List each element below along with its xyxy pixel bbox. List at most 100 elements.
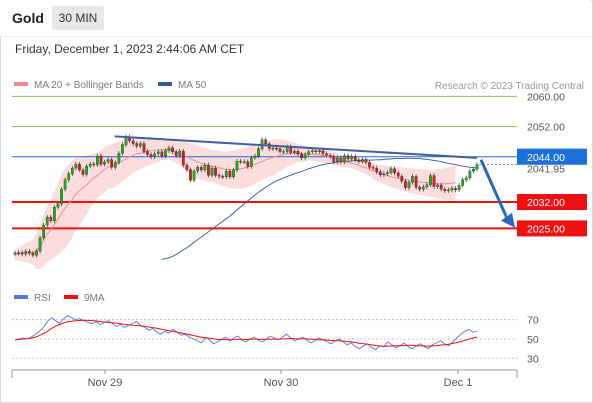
candle-body xyxy=(332,156,336,162)
candle-body xyxy=(271,147,275,150)
candle-body xyxy=(439,184,443,190)
candle-body xyxy=(181,150,185,166)
candle-body xyxy=(436,184,439,187)
legend-ma20: MA 20 + Bollinger Bands xyxy=(14,80,144,91)
rsi-tick-70: 70 xyxy=(527,315,539,327)
candle-body xyxy=(350,156,354,160)
legend-rsi: RSI xyxy=(14,293,51,304)
candle-body xyxy=(246,161,250,167)
chart-credit: Research © 2023 Trading Central xyxy=(434,81,584,92)
candle-body xyxy=(146,151,149,155)
candle-body xyxy=(443,189,447,191)
current-price-label: 2041.95 xyxy=(527,163,565,175)
candle-body xyxy=(364,159,368,163)
candle-body xyxy=(70,167,74,174)
legend-ma20-swatch xyxy=(14,82,28,87)
candle-body xyxy=(446,189,450,192)
candle-body xyxy=(475,164,479,170)
candle-body xyxy=(135,143,139,147)
forecast-arrow-shaft xyxy=(479,159,511,224)
legend-ma50-label: MA 50 xyxy=(178,80,207,91)
candle-body xyxy=(74,164,78,169)
candle-body xyxy=(117,153,121,163)
candle-body xyxy=(468,170,472,179)
candle-body xyxy=(85,166,88,175)
candle-body xyxy=(250,157,253,167)
candle-body xyxy=(378,171,382,176)
candle-body xyxy=(207,164,210,176)
candle-body xyxy=(278,148,282,152)
candle-body xyxy=(167,147,171,151)
candle-body xyxy=(242,161,246,163)
candle-body xyxy=(99,155,103,165)
candle-body xyxy=(450,188,454,191)
candle-body xyxy=(42,224,46,239)
candle-body xyxy=(425,184,429,188)
candle-body xyxy=(328,155,332,157)
candle-body xyxy=(214,167,217,176)
candle-body xyxy=(275,147,278,150)
candle-body xyxy=(382,173,386,176)
level-label-2032.00: 2032.00 xyxy=(527,197,565,209)
candle-body xyxy=(407,182,411,188)
x-tick-label-0: Nov 29 xyxy=(88,377,123,389)
legend-9ma: 9MA xyxy=(64,293,105,304)
candle-body xyxy=(121,144,124,154)
legend-ma50-swatch xyxy=(158,82,172,87)
legend-rsi-label: RSI xyxy=(34,293,51,304)
candle-body xyxy=(53,207,56,222)
candle-body xyxy=(339,157,343,163)
trendline xyxy=(114,135,478,159)
bollinger-band-area xyxy=(15,136,456,270)
candle-body xyxy=(160,151,164,157)
candle-body xyxy=(45,216,49,226)
candle-body xyxy=(343,155,346,163)
candle-body xyxy=(131,140,135,144)
legend-9ma-label: 9MA xyxy=(84,293,105,304)
candle-body xyxy=(307,151,311,155)
rsi-tick-50: 50 xyxy=(527,334,539,346)
candle-body xyxy=(67,173,71,180)
candle-body xyxy=(432,175,436,187)
candle-body xyxy=(368,162,371,168)
candle-body xyxy=(292,150,296,153)
candle-body xyxy=(414,176,418,188)
candle-body xyxy=(461,179,465,186)
candle-body xyxy=(464,177,468,180)
forecast-arrow-head xyxy=(501,212,515,228)
candle-body xyxy=(153,153,157,157)
candle-body xyxy=(174,151,178,156)
candle-body xyxy=(106,159,110,163)
candle-body xyxy=(228,170,232,177)
candle-body xyxy=(393,168,396,174)
candle-body xyxy=(257,148,260,157)
candle-body xyxy=(371,167,375,169)
timeframe-button[interactable]: 30 MIN xyxy=(52,6,104,30)
candle-body xyxy=(411,176,414,183)
candle-body xyxy=(63,179,67,190)
legend-ma20-label: MA 20 + Bollinger Bands xyxy=(34,80,144,91)
legend-9ma-swatch xyxy=(64,295,78,300)
candle-body xyxy=(81,169,85,175)
candle-body xyxy=(13,252,17,255)
candle-body xyxy=(375,167,379,172)
candle-body xyxy=(310,150,314,153)
candle-body xyxy=(142,143,146,152)
candle-body xyxy=(149,154,153,157)
candle-body xyxy=(31,253,35,256)
candle-body xyxy=(171,147,174,153)
candle-body xyxy=(178,150,182,156)
candle-body xyxy=(156,151,160,154)
candle-body xyxy=(217,175,221,177)
asset-name: Gold xyxy=(12,10,44,26)
candle-body xyxy=(235,161,239,171)
candle-body xyxy=(421,186,425,190)
pivot-label-top: 2044.00 xyxy=(527,152,565,164)
candle-body xyxy=(56,203,60,208)
candle-body xyxy=(282,151,285,153)
candle-body xyxy=(361,159,364,162)
candle-body xyxy=(210,167,214,176)
candle-body xyxy=(400,176,404,182)
candle-body xyxy=(389,168,393,173)
candle-body xyxy=(60,189,63,205)
